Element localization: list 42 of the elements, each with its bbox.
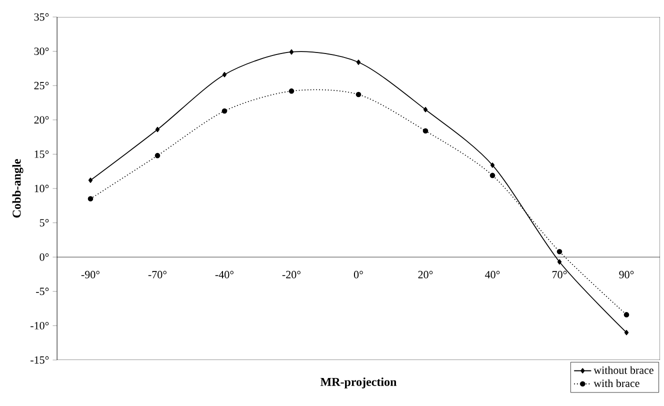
y-tick-label: 30° [34, 48, 49, 56]
y-tick-label: 35° [34, 13, 49, 21]
y-tick-label: 15° [34, 150, 49, 158]
point [490, 172, 496, 178]
point [422, 128, 428, 134]
y-tick-label: 5° [40, 219, 49, 227]
point [222, 108, 228, 114]
legend-label: without brace [594, 366, 654, 374]
x-tick-label: -20° [282, 270, 300, 278]
point [155, 126, 160, 132]
point [289, 49, 294, 55]
y-tick-label: -15° [30, 356, 49, 364]
x-tick-label: 20° [418, 270, 433, 278]
x-tick-label: 90° [619, 270, 634, 278]
point [490, 162, 495, 168]
point [624, 312, 630, 318]
point [154, 152, 160, 158]
x-tick-label: 0° [354, 270, 363, 278]
point [624, 330, 629, 336]
y-tick-label: 20° [34, 116, 49, 124]
point [88, 178, 93, 183]
point [88, 196, 94, 202]
point [557, 259, 562, 265]
y-tick-label: -5° [36, 288, 49, 296]
point [356, 92, 362, 98]
x-axis-title: MR-projection [320, 378, 397, 388]
point [222, 72, 227, 78]
point [423, 106, 428, 112]
y-tick-label: 0° [40, 253, 49, 261]
x-tick-label: -90° [81, 270, 100, 278]
y-tick-label: 10° [34, 184, 49, 192]
point [356, 60, 361, 65]
point [556, 248, 562, 254]
y-axis-title: Cobb-angle [12, 159, 24, 218]
x-tick-label: 40° [485, 270, 500, 278]
x-tick-label: -70° [148, 270, 166, 278]
x-tick-label: 70° [552, 270, 567, 278]
point [288, 88, 294, 94]
y-tick-label: -10° [30, 322, 49, 330]
y-tick-label: 25° [34, 82, 49, 90]
legend-label: with brace [594, 379, 640, 388]
x-tick-label: -40° [215, 270, 234, 278]
